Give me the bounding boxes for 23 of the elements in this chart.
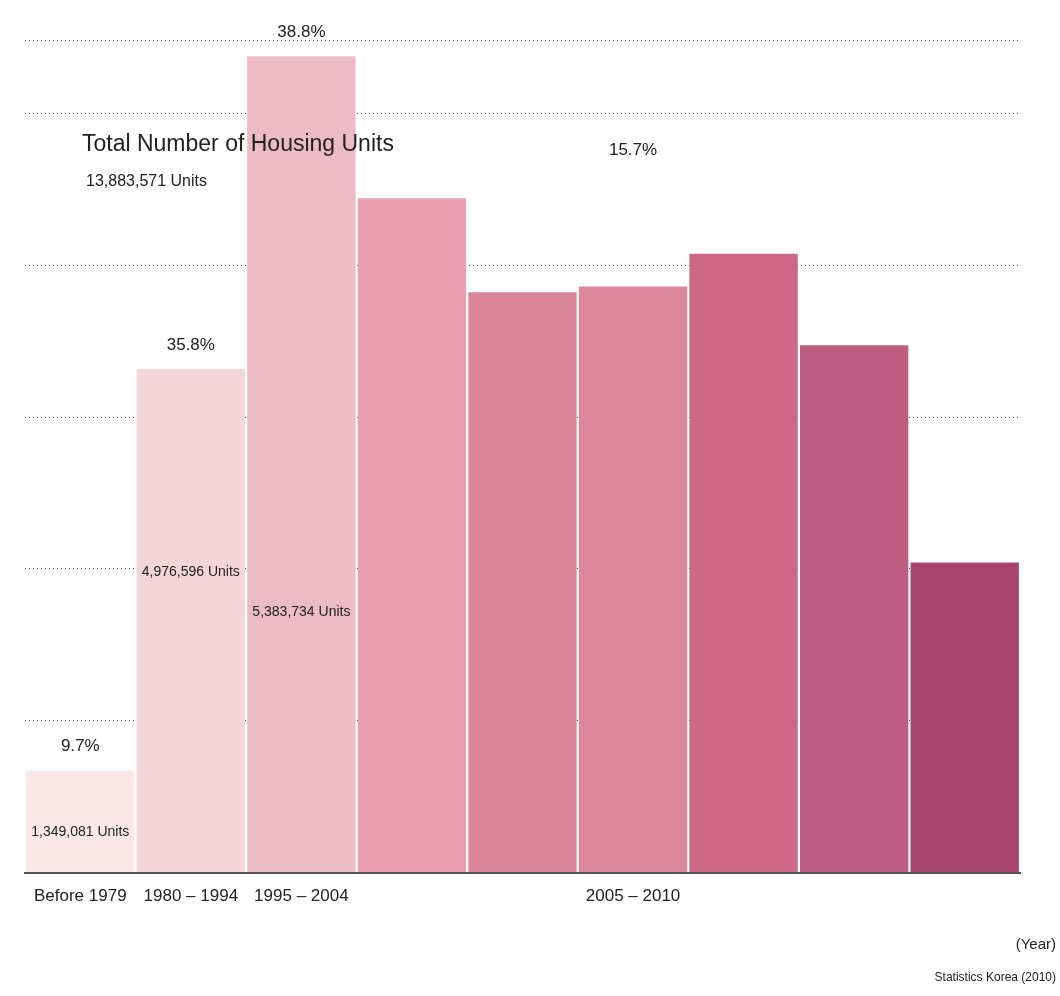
bar [357, 198, 467, 873]
text: 38.8% [277, 22, 326, 42]
x-tick-label: 2005 – 2010 [585, 886, 681, 906]
bar [910, 562, 1019, 873]
x-axis-title: (Year) [1015, 935, 1056, 952]
annotation: 15.7% [608, 139, 658, 159]
bar [26, 770, 135, 873]
annotation: 4,976,596 Units [141, 563, 240, 580]
text: Statistics Korea (2010) [934, 970, 1056, 984]
x-tick-label: 1995 – 2004 [254, 886, 349, 906]
bar [799, 345, 909, 873]
bar [689, 253, 798, 873]
bar [578, 286, 688, 873]
annotation: 1,349,081 Units [31, 823, 130, 840]
text: 13,883,571 Units [86, 172, 207, 190]
annotation: 5,383,734 Units [252, 603, 351, 620]
x-tick-label: Before 1979 [33, 886, 127, 906]
bar [468, 292, 577, 873]
annotation: 35.8% [166, 334, 215, 354]
x-tick-label: 1980 – 1994 [143, 886, 239, 906]
annotation: 9.7% [60, 736, 100, 756]
bar [136, 368, 246, 873]
text: Total Number of Housing Units [82, 130, 394, 157]
